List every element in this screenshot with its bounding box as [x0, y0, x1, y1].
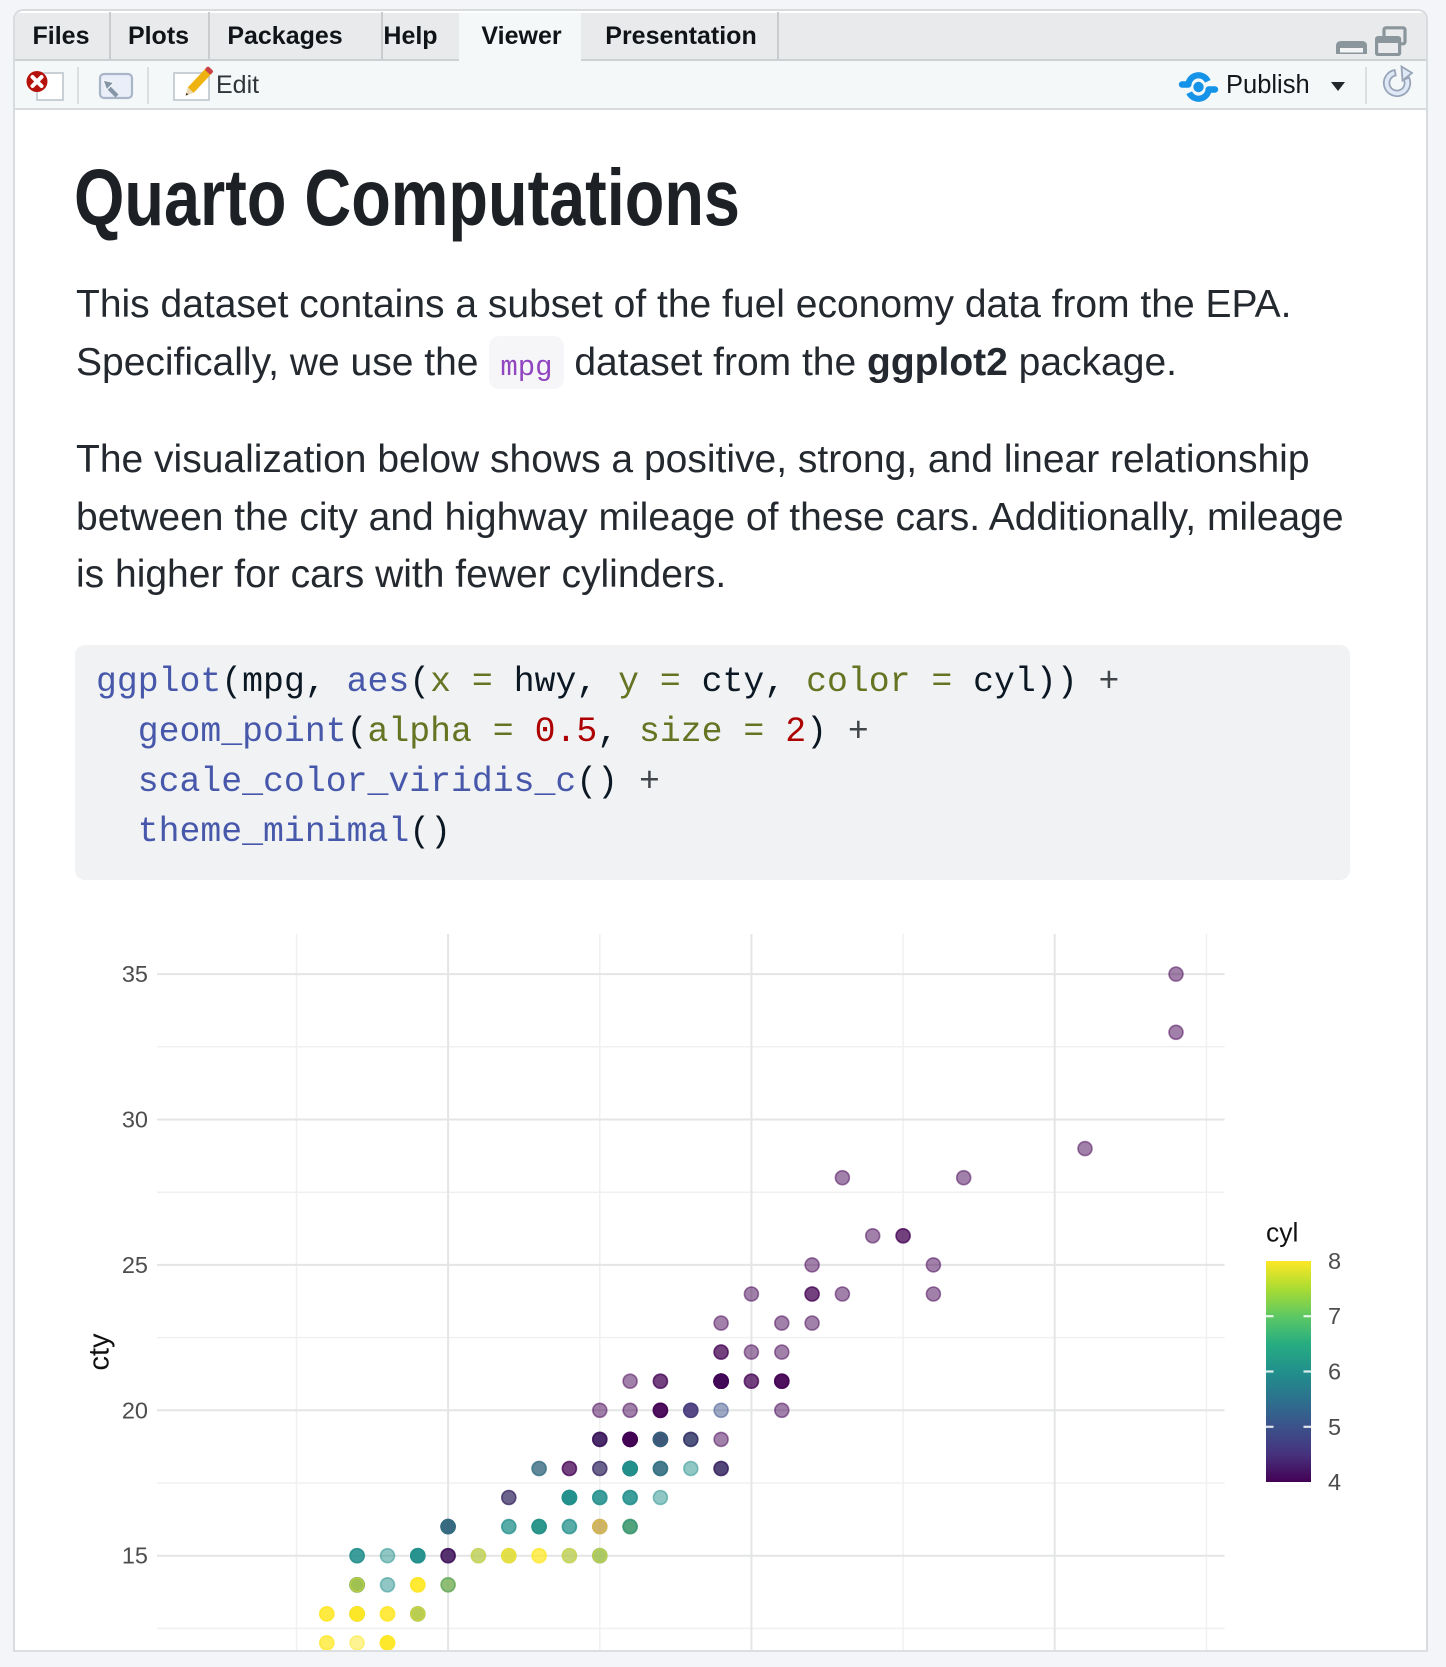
- svg-text:30: 30: [122, 1107, 148, 1133]
- svg-text:7: 7: [1328, 1303, 1341, 1329]
- svg-text:cyl: cyl: [1266, 1218, 1298, 1248]
- svg-text:4: 4: [1328, 1469, 1341, 1495]
- svg-text:cty: cty: [84, 1333, 116, 1371]
- svg-text:25: 25: [122, 1252, 148, 1278]
- svg-text:6: 6: [1328, 1359, 1341, 1385]
- svg-text:15: 15: [122, 1543, 148, 1569]
- svg-text:35: 35: [122, 961, 148, 987]
- svg-text:20: 20: [122, 1397, 148, 1423]
- svg-text:5: 5: [1328, 1414, 1341, 1440]
- svg-text:8: 8: [1328, 1248, 1341, 1274]
